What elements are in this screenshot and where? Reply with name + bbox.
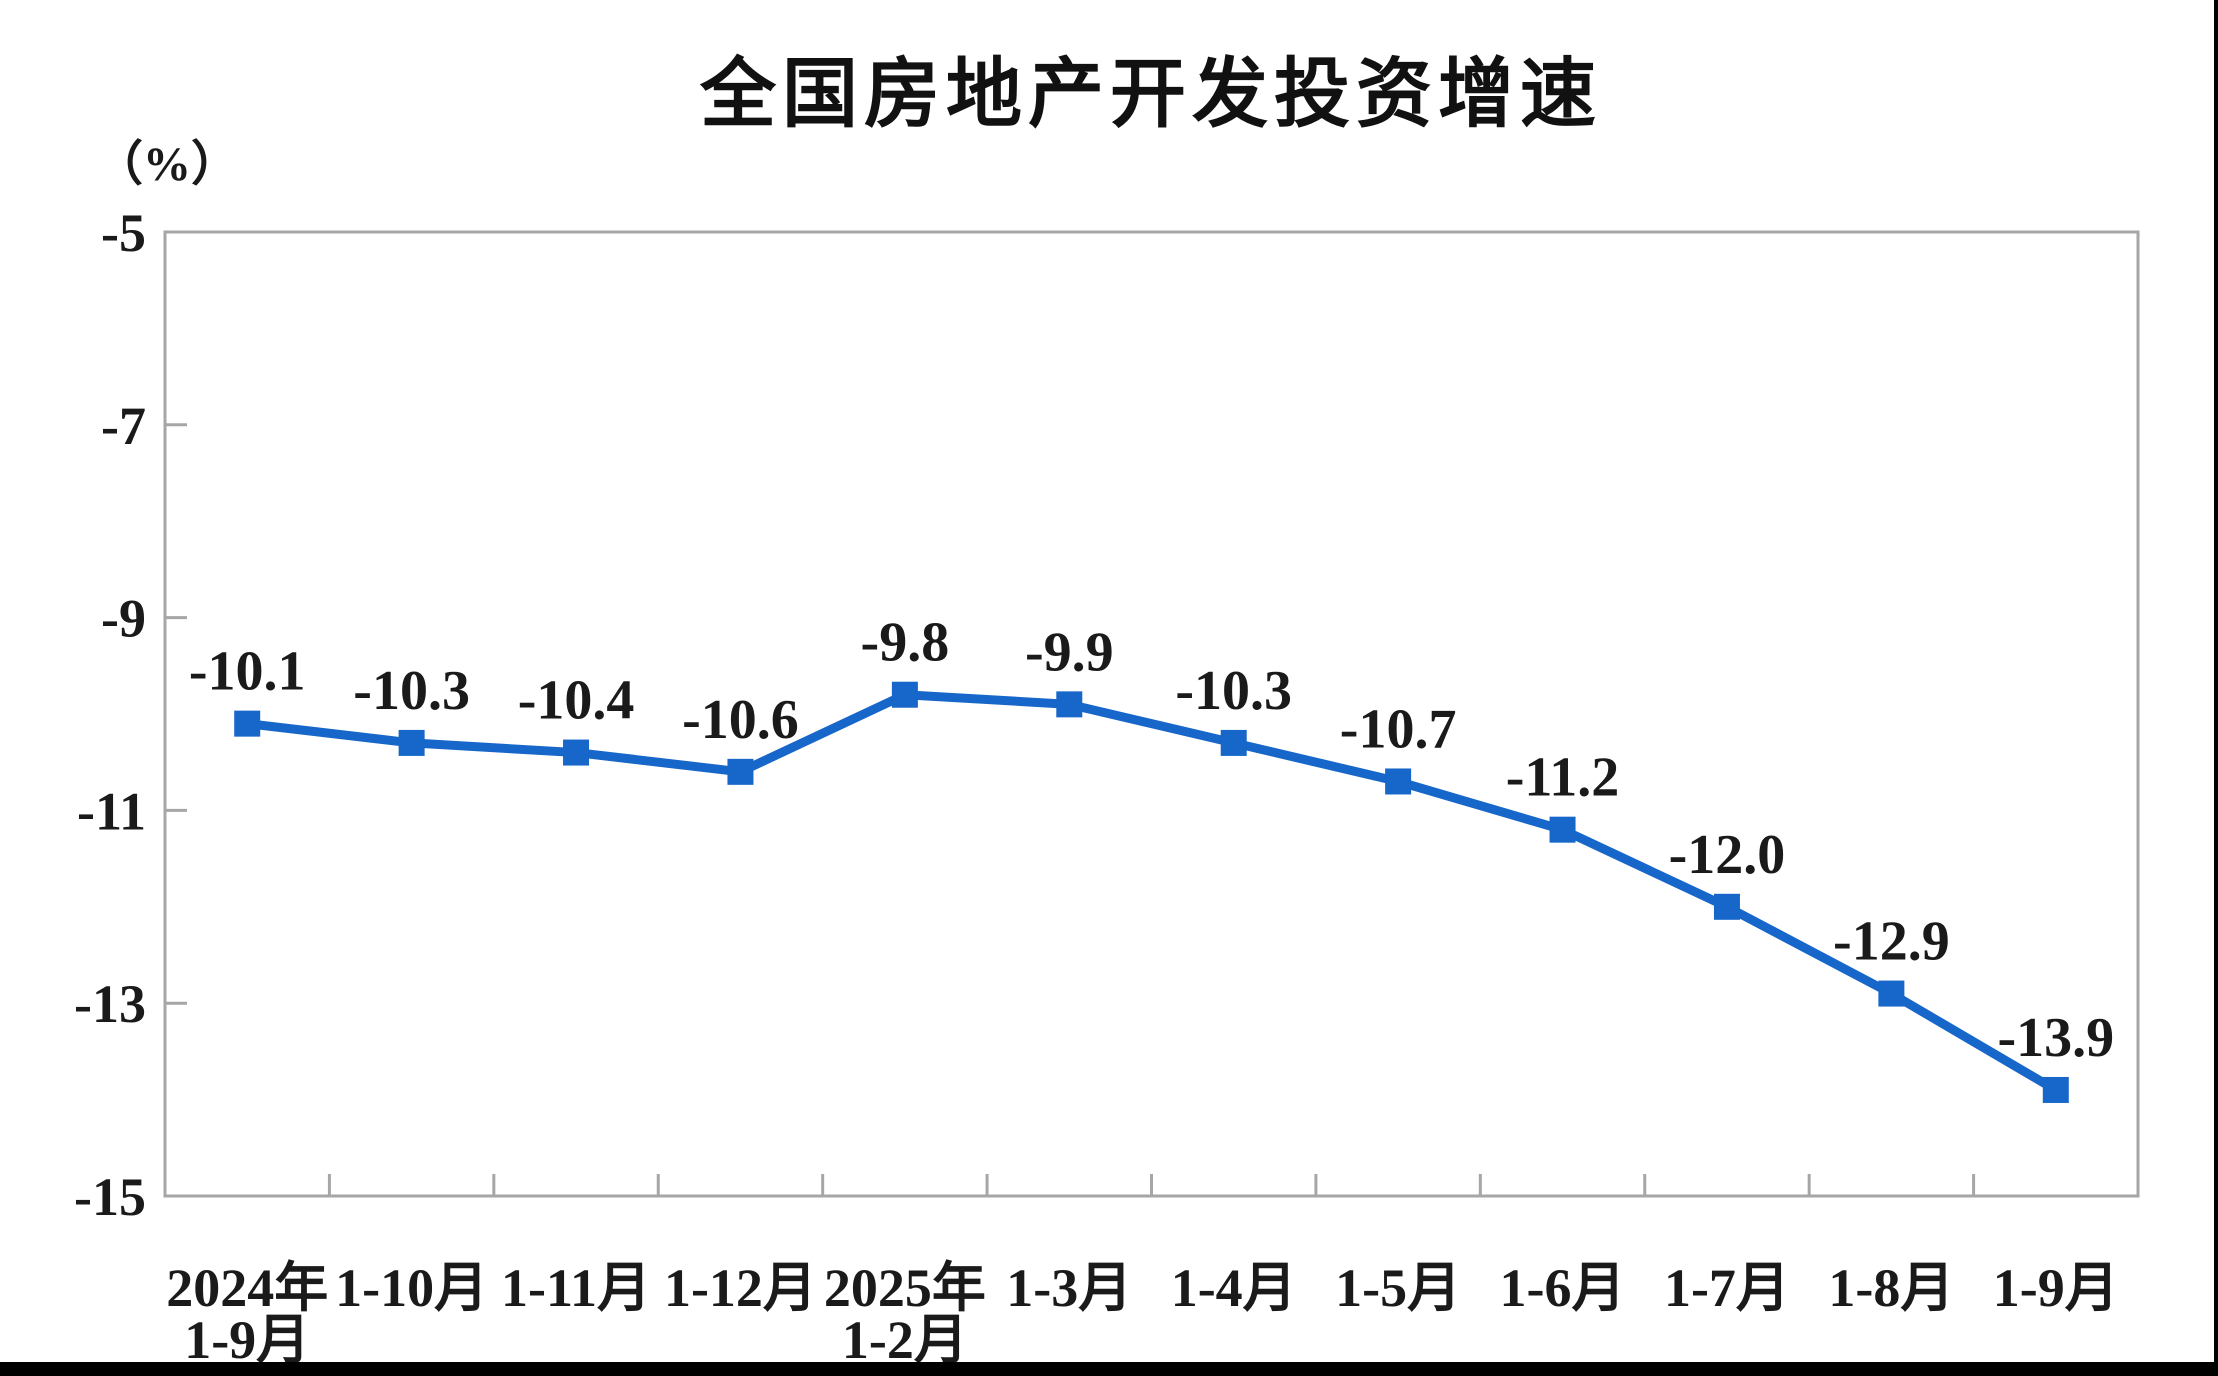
chart-title: 全国房地产开发投资增速 bbox=[699, 52, 1602, 137]
data-point-marker bbox=[398, 729, 425, 756]
y-axis-tick-label: -5 bbox=[101, 203, 146, 263]
data-point-label: -11.2 bbox=[1506, 747, 1620, 809]
data-point-label: -10.6 bbox=[682, 689, 799, 751]
series-line bbox=[242, 690, 2061, 1095]
data-point-marker bbox=[1549, 816, 1576, 843]
data-point-label: -13.9 bbox=[1997, 1007, 2114, 1069]
x-axis-tick-label: 1-9月 bbox=[1993, 1258, 2119, 1318]
x-axis-tick-label: 1-10月 bbox=[335, 1258, 488, 1318]
data-point-label: -10.1 bbox=[189, 641, 306, 703]
data-point-label: -9.8 bbox=[861, 612, 950, 674]
data-point-marker bbox=[1385, 768, 1412, 795]
x-axis-tick-label: 1-5月 bbox=[1335, 1258, 1461, 1318]
x-axis-tick-label: 2025年 bbox=[824, 1258, 986, 1318]
data-point-marker bbox=[1220, 729, 1247, 756]
data-point-label: -10.3 bbox=[1175, 660, 1292, 722]
y-axis-tick-label: -7 bbox=[101, 396, 146, 456]
x-axis-tick-label: 1-4月 bbox=[1171, 1258, 1297, 1318]
y-axis-unit-label: （%） bbox=[95, 138, 239, 191]
x-axis-tick-label: 1-12月 bbox=[664, 1258, 817, 1318]
right-black-bar bbox=[2214, 0, 2218, 1376]
x-axis-tick-label: 1-2月 bbox=[842, 1310, 968, 1370]
bottom-black-bar bbox=[0, 1362, 2218, 1376]
data-point-marker bbox=[1056, 691, 1083, 718]
data-point-label: -9.9 bbox=[1025, 621, 1114, 683]
data-point-marker bbox=[1878, 980, 1905, 1007]
x-axis-tick-label: 1-8月 bbox=[1828, 1258, 1954, 1318]
data-point-label: -12.9 bbox=[1833, 911, 1950, 973]
data-point-marker bbox=[563, 739, 590, 766]
x-axis-tick-label: 1-6月 bbox=[1500, 1258, 1626, 1318]
x-axis-tick-label: 1-11月 bbox=[501, 1258, 651, 1318]
data-point-marker bbox=[1713, 893, 1740, 920]
x-axis-tick-label: 1-7月 bbox=[1664, 1258, 1790, 1318]
data-point-label: -10.4 bbox=[518, 670, 635, 732]
y-axis-tick-label: -11 bbox=[77, 781, 146, 841]
data-point-label: -10.3 bbox=[353, 660, 470, 722]
x-axis-tick-label: 1-3月 bbox=[1006, 1258, 1132, 1318]
data-point-marker bbox=[891, 681, 918, 708]
data-point-label: -10.7 bbox=[1340, 698, 1457, 760]
x-axis-tick-label: 1-9月 bbox=[184, 1310, 310, 1370]
y-axis-tick-label: -13 bbox=[74, 974, 146, 1034]
x-axis-tick-label: 2024年 bbox=[166, 1258, 328, 1318]
data-point-marker bbox=[234, 710, 261, 737]
data-point-marker bbox=[2042, 1076, 2069, 1103]
data-point-label: -12.0 bbox=[1669, 824, 1786, 886]
y-axis-tick-label: -9 bbox=[101, 589, 146, 649]
y-axis-tick-label: -15 bbox=[74, 1167, 146, 1227]
data-point-marker bbox=[727, 758, 754, 785]
